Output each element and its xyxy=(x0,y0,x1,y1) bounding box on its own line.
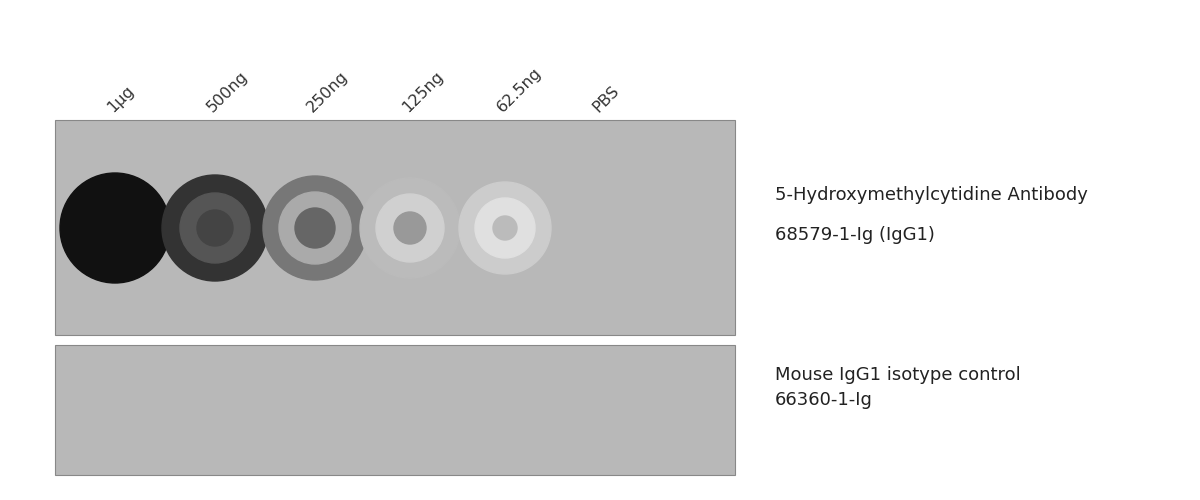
Text: 66360-1-Ig: 66360-1-Ig xyxy=(775,391,872,409)
Circle shape xyxy=(360,178,460,278)
Circle shape xyxy=(376,194,444,262)
Text: 62.5ng: 62.5ng xyxy=(494,65,545,115)
Circle shape xyxy=(180,193,250,263)
Text: 125ng: 125ng xyxy=(400,68,446,115)
Circle shape xyxy=(493,216,517,240)
Text: 500ng: 500ng xyxy=(204,68,251,115)
Text: PBS: PBS xyxy=(589,83,622,115)
Circle shape xyxy=(394,212,426,244)
Circle shape xyxy=(458,182,551,274)
Circle shape xyxy=(263,176,367,280)
Text: Mouse IgG1 isotype control: Mouse IgG1 isotype control xyxy=(775,366,1021,384)
Circle shape xyxy=(475,198,535,258)
Text: 68579-1-Ig (IgG1): 68579-1-Ig (IgG1) xyxy=(775,226,935,244)
Bar xyxy=(55,120,734,335)
Circle shape xyxy=(162,175,268,281)
Text: 250ng: 250ng xyxy=(305,68,350,115)
Circle shape xyxy=(278,192,352,264)
Bar xyxy=(55,345,734,475)
Text: 1μg: 1μg xyxy=(104,82,137,115)
Text: 5-Hydroxymethylcytidine Antibody: 5-Hydroxymethylcytidine Antibody xyxy=(775,186,1088,204)
Circle shape xyxy=(295,208,335,248)
Circle shape xyxy=(197,210,233,246)
Circle shape xyxy=(60,173,170,283)
